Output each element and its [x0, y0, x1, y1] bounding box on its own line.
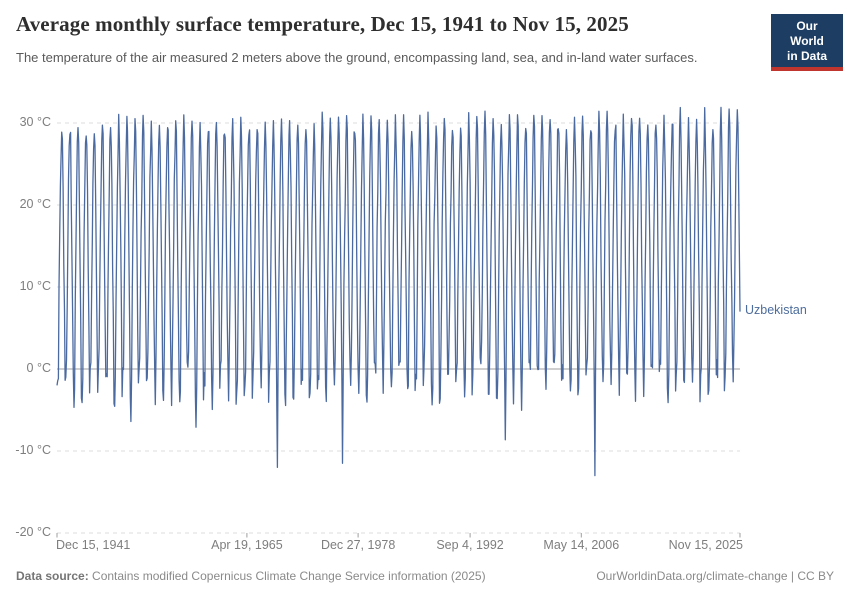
x-tick-label: Apr 19, 1965: [211, 538, 283, 552]
y-tick-label: 0 °C: [26, 361, 51, 375]
chart-subtitle: The temperature of the air measured 2 me…: [16, 50, 698, 65]
owid-logo-line1: Our World: [790, 19, 824, 48]
x-tick-label: Nov 15, 2025: [668, 538, 743, 552]
y-tick-label: 30 °C: [19, 115, 51, 129]
owid-logo[interactable]: Our World in Data: [771, 14, 843, 71]
x-tick-label: Sep 4, 1992: [436, 538, 504, 552]
owid-license-link[interactable]: OurWorldinData.org/climate-change | CC B…: [596, 569, 834, 583]
y-tick-label: 10 °C: [19, 279, 51, 293]
y-tick-label: -10 °C: [15, 443, 51, 457]
temperature-series-line[interactable]: [56, 106, 741, 477]
x-tick-label: Dec 27, 1978: [320, 538, 396, 552]
x-tick-label: May 14, 2006: [543, 538, 620, 552]
chart-title: Average monthly surface temperature, Dec…: [16, 12, 629, 36]
series-label-uzbekistan[interactable]: Uzbekistan: [745, 302, 807, 317]
data-source-label: Data source:: [16, 569, 89, 583]
y-tick-label: 20 °C: [19, 197, 51, 211]
x-tick-label: Dec 15, 1941: [56, 538, 131, 552]
chart-footer: Data source: Contains modified Copernicu…: [16, 569, 834, 583]
y-tick-label: -20 °C: [15, 525, 51, 539]
owid-logo-line2: in Data: [786, 49, 827, 63]
data-source-text: Contains modified Copernicus Climate Cha…: [88, 569, 486, 583]
data-source-note: Data source: Contains modified Copernicu…: [16, 569, 486, 583]
